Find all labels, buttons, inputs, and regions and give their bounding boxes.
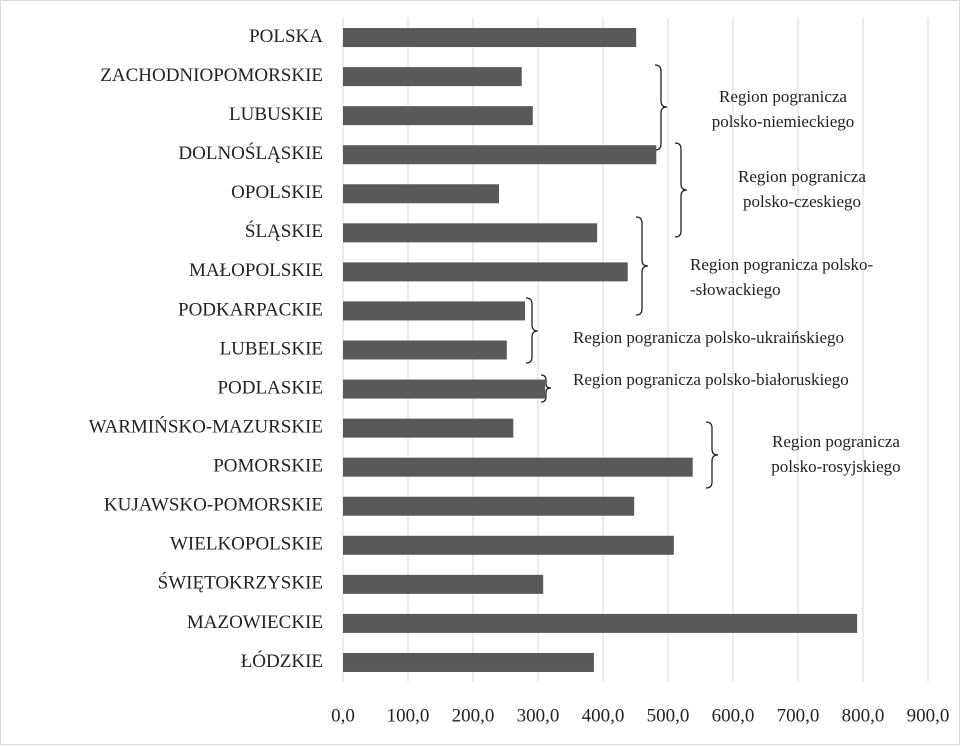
y-tick-label: DOLNOŚLĄSKIE bbox=[178, 142, 323, 164]
bar bbox=[343, 535, 674, 555]
x-tick-label: 700,0 bbox=[777, 705, 820, 726]
bar bbox=[343, 340, 507, 360]
bar bbox=[343, 184, 499, 204]
y-tick-label: KUJAWSKO-POMORSKIE bbox=[104, 495, 323, 516]
bar bbox=[343, 379, 546, 399]
y-tick-label: POMORSKIE bbox=[213, 456, 323, 477]
brace bbox=[540, 374, 552, 403]
x-tick-label: 400,0 bbox=[582, 705, 625, 726]
annotation: polsko-rosyjskiego bbox=[771, 457, 900, 476]
bar bbox=[343, 496, 635, 516]
brace bbox=[635, 216, 649, 316]
annotation: Region pogranicza bbox=[738, 167, 866, 186]
y-tick-label: ŁÓDZKIE bbox=[241, 650, 323, 672]
brace bbox=[705, 421, 719, 489]
bar bbox=[343, 457, 693, 477]
y-tick-label: ZACHODNIOPOMORSKIE bbox=[100, 65, 323, 86]
x-tick-label: 600,0 bbox=[712, 705, 755, 726]
y-tick-label: ŚLĄSKIE bbox=[245, 220, 323, 242]
braces bbox=[525, 64, 719, 489]
x-tick-label: 0,0 bbox=[331, 705, 355, 726]
annotation: polsko-niemieckiego bbox=[712, 112, 855, 131]
bar bbox=[343, 106, 533, 126]
bar bbox=[343, 652, 594, 672]
y-tick-label: LUBUSKIE bbox=[229, 104, 323, 125]
brace bbox=[654, 64, 668, 151]
x-tick-label: 500,0 bbox=[647, 705, 690, 726]
bar bbox=[343, 262, 628, 282]
y-tick-label: ŚWIĘTOKRZYSKIE bbox=[158, 572, 323, 594]
brace bbox=[525, 297, 539, 364]
brace bbox=[674, 142, 688, 238]
annotation: polsko-czeskiego bbox=[743, 192, 861, 211]
bar bbox=[343, 28, 637, 48]
y-tick-label: OPOLSKIE bbox=[231, 182, 323, 203]
bar bbox=[343, 613, 858, 633]
bar bbox=[343, 574, 544, 594]
bar bbox=[343, 145, 657, 165]
x-tick-label: 200,0 bbox=[452, 705, 495, 726]
bar bbox=[343, 223, 598, 243]
annotation: Region pogranicza bbox=[719, 87, 847, 106]
y-tick-label: MAŁOPOLSKIE bbox=[189, 260, 323, 281]
bar bbox=[343, 301, 525, 321]
y-tick-label: LUBELSKIE bbox=[220, 338, 323, 359]
annotation: Region pogranicza polsko- bbox=[690, 255, 874, 274]
y-tick-label: POLSKA bbox=[249, 26, 323, 47]
annotation: Region pogranicza polsko-białoruskiego bbox=[573, 370, 849, 389]
x-tick-label: 900,0 bbox=[907, 705, 950, 726]
x-tick-label: 100,0 bbox=[387, 705, 430, 726]
bar bbox=[343, 418, 514, 438]
y-tick-label: PODKARPACKIE bbox=[178, 299, 323, 320]
x-tick-label: 300,0 bbox=[517, 705, 560, 726]
bar bbox=[343, 67, 522, 87]
annotation: Region pogranicza bbox=[772, 432, 900, 451]
y-tick-label: WIELKOPOLSKIE bbox=[170, 534, 323, 555]
x-tick-label: 800,0 bbox=[842, 705, 885, 726]
y-tick-label: WARMIŃSKO-MAZURSKIE bbox=[89, 415, 323, 437]
y-tick-label: MAZOWIECKIE bbox=[187, 612, 323, 633]
annotation: -słowackiego bbox=[690, 280, 781, 299]
annotation: Region pogranicza polsko-ukraińskiego bbox=[573, 328, 844, 347]
y-tick-label: PODLASKIE bbox=[217, 377, 323, 398]
